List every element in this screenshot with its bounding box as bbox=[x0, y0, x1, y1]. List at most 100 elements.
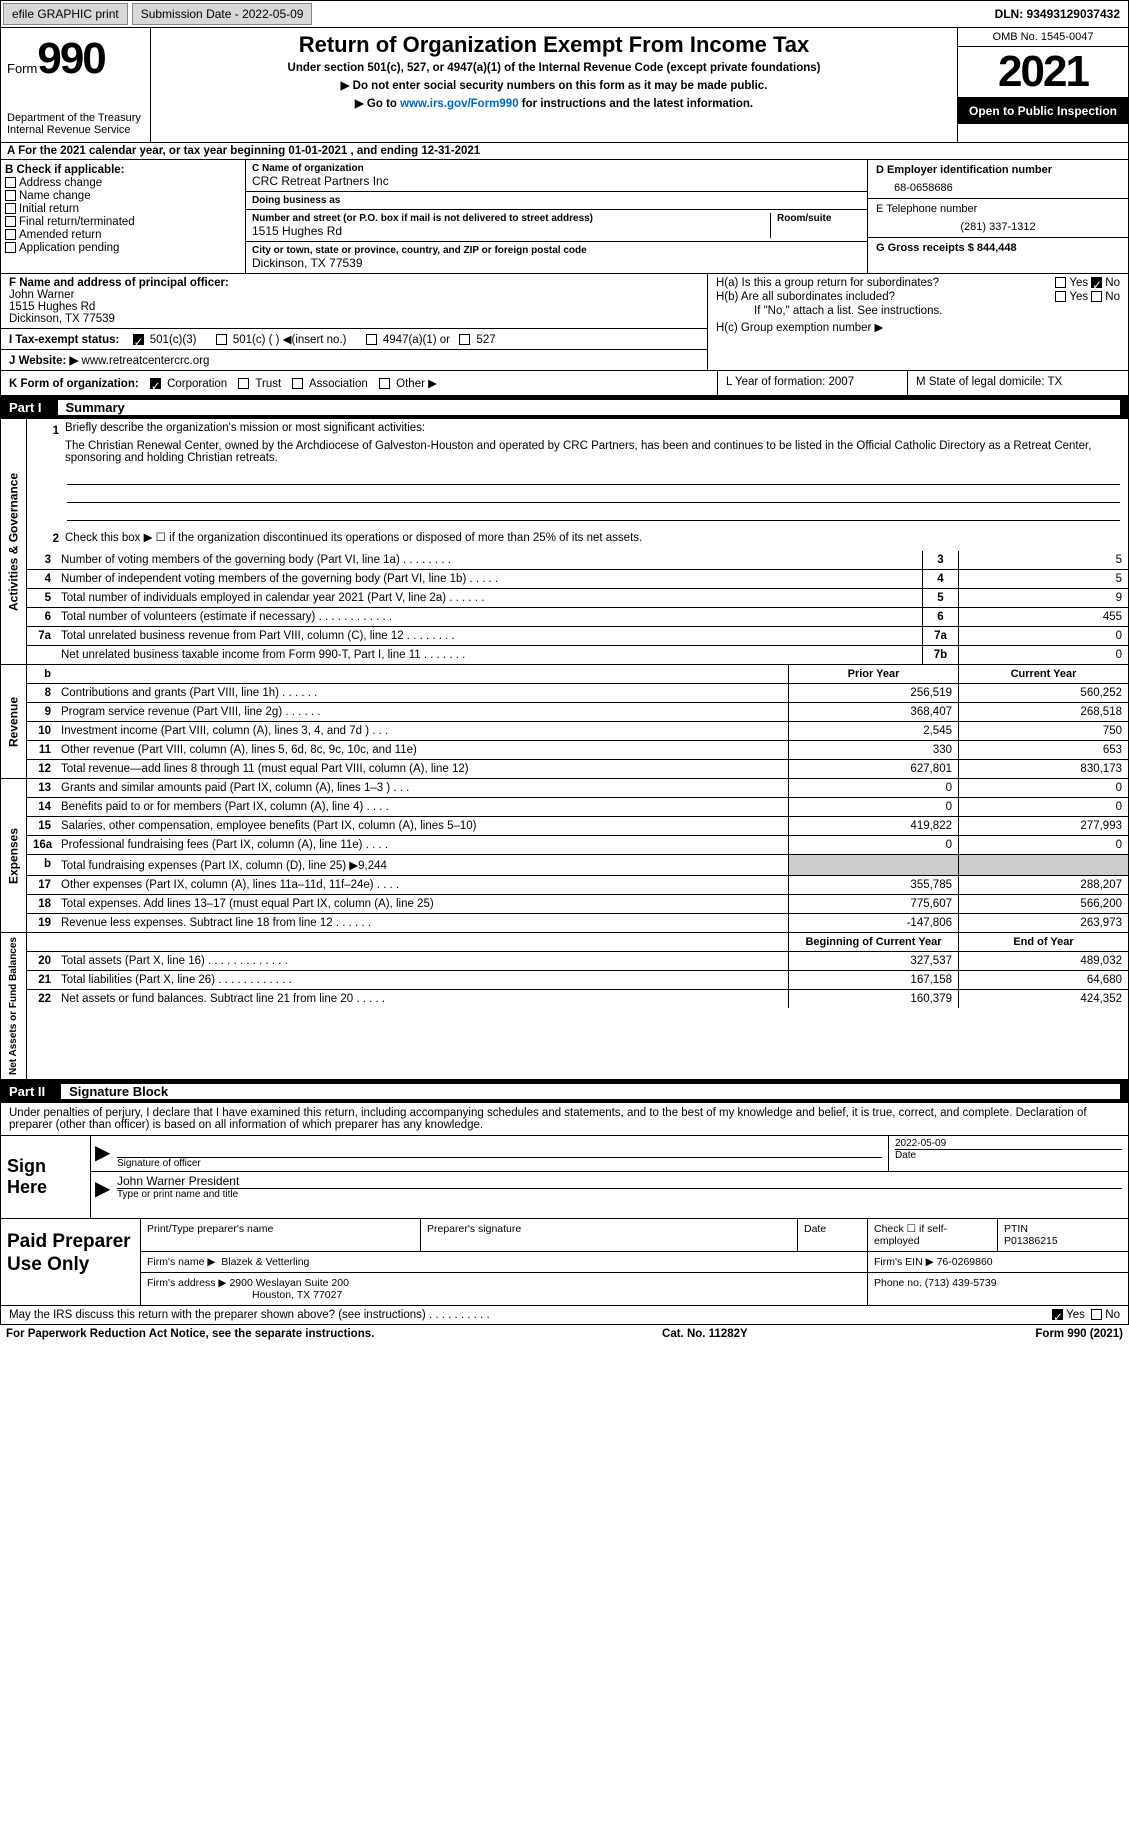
check-application-pending[interactable]: Application pending bbox=[5, 242, 241, 254]
form-number: 990 bbox=[37, 34, 104, 83]
dba-label: Doing business as bbox=[252, 195, 861, 206]
efile-button[interactable]: efile GRAPHIC print bbox=[3, 3, 128, 25]
rev-tab: Revenue bbox=[1, 665, 27, 778]
prep-sig-label: Preparer's signature bbox=[421, 1219, 798, 1251]
calendar-year-row: A For the 2021 calendar year, or tax yea… bbox=[0, 143, 1129, 160]
box-j: J Website: ▶ www.retreatcentercrc.org bbox=[1, 350, 707, 370]
ein-value: 68-0658686 bbox=[876, 176, 1120, 194]
perjury-text: Under penalties of perjury, I declare th… bbox=[0, 1103, 1129, 1136]
data-row: 17 Other expenses (Part IX, column (A), … bbox=[27, 876, 1128, 895]
discuss-row: May the IRS discuss this return with the… bbox=[0, 1306, 1129, 1325]
data-row: 15 Salaries, other compensation, employe… bbox=[27, 817, 1128, 836]
hdr-end: End of Year bbox=[958, 933, 1128, 951]
summary-revenue: Revenue b Prior Year Current Year 8 Cont… bbox=[0, 665, 1129, 779]
check-amended-return[interactable]: Amended return bbox=[5, 229, 241, 241]
data-row: 21 Total liabilities (Part X, line 26) .… bbox=[27, 971, 1128, 990]
header-left: Form990 Department of the Treasury Inter… bbox=[1, 28, 151, 142]
part1-title: Summary bbox=[58, 400, 1120, 415]
box-l: L Year of formation: 2007 bbox=[718, 371, 908, 395]
city-value: Dickinson, TX 77539 bbox=[252, 256, 861, 270]
footer-right: Form 990 (2021) bbox=[1035, 1328, 1123, 1340]
city-label: City or town, state or province, country… bbox=[252, 245, 861, 256]
form-header: Form990 Department of the Treasury Inter… bbox=[0, 28, 1129, 143]
sign-here-label: Sign Here bbox=[1, 1136, 91, 1218]
check-name-change[interactable]: Name change bbox=[5, 190, 241, 202]
firm-addr1: 2900 Weslayan Suite 200 bbox=[229, 1277, 348, 1289]
phone-value: (281) 337-1312 bbox=[876, 215, 1120, 233]
tax-year: 2021 bbox=[958, 47, 1128, 98]
omb-label: OMB No. 1545-0047 bbox=[958, 28, 1128, 47]
box-c: C Name of organization CRC Retreat Partn… bbox=[246, 160, 868, 273]
firm-phone: Phone no. (713) 439-5739 bbox=[868, 1273, 1128, 1305]
gov-row: Net unrelated business taxable income fr… bbox=[27, 646, 1128, 664]
hdr-current: Current Year bbox=[958, 665, 1128, 683]
line2-text: Check this box ▶ ☐ if the organization d… bbox=[65, 530, 642, 548]
sign-block: Sign Here ▶ Signature of officer 2022-05… bbox=[0, 1136, 1129, 1219]
data-row: 18 Total expenses. Add lines 13–17 (must… bbox=[27, 895, 1128, 914]
subtitle-3: ▶ Go to www.irs.gov/Form990 for instruct… bbox=[159, 96, 949, 110]
form-word: Form bbox=[7, 61, 37, 76]
section-klm: K Form of organization: ✓ Corporation Tr… bbox=[0, 371, 1129, 396]
gov-row: 5 Total number of individuals employed i… bbox=[27, 589, 1128, 608]
subtitle-2: ▶ Do not enter social security numbers o… bbox=[159, 78, 949, 92]
arrow-icon: ▶ bbox=[91, 1136, 111, 1171]
firm-addr2: Houston, TX 77027 bbox=[147, 1289, 342, 1301]
section-bcdeg: B Check if applicable: Address change Na… bbox=[0, 160, 1129, 274]
data-row: 14 Benefits paid to or for members (Part… bbox=[27, 798, 1128, 817]
irs-link[interactable]: www.irs.gov/Form990 bbox=[400, 98, 518, 110]
ptin-label: PTIN bbox=[1004, 1223, 1122, 1235]
dln-label: DLN: 93493129037432 bbox=[995, 7, 1128, 21]
dept-label: Department of the Treasury Internal Reve… bbox=[7, 112, 144, 136]
part2-title: Signature Block bbox=[61, 1084, 1120, 1099]
data-row: 12 Total revenue—add lines 8 through 11 … bbox=[27, 760, 1128, 778]
na-tab: Net Assets or Fund Balances bbox=[1, 933, 27, 1079]
hb-label: H(b) Are all subordinates included? bbox=[716, 291, 1055, 303]
line1-text: The Christian Renewal Center, owned by t… bbox=[35, 440, 1120, 464]
inspection-label: Open to Public Inspection bbox=[958, 98, 1128, 124]
form-title: Return of Organization Exempt From Incom… bbox=[159, 32, 949, 58]
sig-officer-label: Signature of officer bbox=[117, 1158, 882, 1169]
footer-left: For Paperwork Reduction Act Notice, see … bbox=[6, 1328, 374, 1340]
check-initial-return[interactable]: Initial return bbox=[5, 203, 241, 215]
part2-header: Part II Signature Block bbox=[0, 1080, 1129, 1103]
gov-tab: Activities & Governance bbox=[1, 419, 27, 664]
addr-label: Number and street (or P.O. box if mail i… bbox=[252, 213, 764, 224]
sig-date: 2022-05-09 bbox=[895, 1138, 1122, 1150]
gov-row: 6 Total number of volunteers (estimate i… bbox=[27, 608, 1128, 627]
firm-name: Blazek & Vetterling bbox=[221, 1256, 309, 1268]
data-row: 20 Total assets (Part X, line 16) . . . … bbox=[27, 952, 1128, 971]
summary-governance: Activities & Governance 1Briefly describ… bbox=[0, 419, 1129, 665]
check-final-return[interactable]: Final return/terminated bbox=[5, 216, 241, 228]
org-name: CRC Retreat Partners Inc bbox=[252, 174, 861, 188]
box-b: B Check if applicable: Address change Na… bbox=[1, 160, 246, 273]
data-row: 10 Investment income (Part VIII, column … bbox=[27, 722, 1128, 741]
header-right: OMB No. 1545-0047 2021 Open to Public In… bbox=[958, 28, 1128, 142]
top-bar: efile GRAPHIC print Submission Date - 20… bbox=[0, 0, 1129, 28]
prep-date-label: Date bbox=[798, 1219, 868, 1251]
summary-net-assets: Net Assets or Fund Balances Beginning of… bbox=[0, 933, 1129, 1080]
box-b-label: B Check if applicable: bbox=[5, 164, 241, 176]
check-address-change[interactable]: Address change bbox=[5, 177, 241, 189]
box-h: H(a) Is this a group return for subordin… bbox=[708, 274, 1128, 370]
part1-num: Part I bbox=[9, 400, 58, 415]
officer-printed-name: John Warner President bbox=[117, 1174, 1122, 1189]
gov-row: 3 Number of voting members of the govern… bbox=[27, 551, 1128, 570]
officer-label: F Name and address of principal officer: bbox=[9, 277, 699, 289]
arrow-icon: ▶ bbox=[91, 1172, 111, 1205]
data-row: 9 Program service revenue (Part VIII, li… bbox=[27, 703, 1128, 722]
data-row: b Total fundraising expenses (Part IX, c… bbox=[27, 855, 1128, 876]
officer-name: John Warner bbox=[9, 289, 699, 301]
firm-ein: 76-0269860 bbox=[937, 1256, 993, 1268]
hdr-prior: Prior Year bbox=[788, 665, 958, 683]
submission-date-button[interactable]: Submission Date - 2022-05-09 bbox=[132, 3, 313, 25]
footer: For Paperwork Reduction Act Notice, see … bbox=[0, 1325, 1129, 1343]
officer-addr1: 1515 Hughes Rd bbox=[9, 301, 699, 313]
ha-label: H(a) Is this a group return for subordin… bbox=[716, 277, 1055, 289]
hb-note: If "No," attach a list. See instructions… bbox=[716, 305, 1120, 317]
hc-label: H(c) Group exemption number ▶ bbox=[716, 320, 1120, 334]
addr-value: 1515 Hughes Rd bbox=[252, 224, 764, 238]
exp-tab: Expenses bbox=[1, 779, 27, 932]
print-name-label: Type or print name and title bbox=[117, 1189, 1122, 1200]
footer-mid: Cat. No. 11282Y bbox=[662, 1328, 748, 1340]
part2-num: Part II bbox=[9, 1084, 61, 1099]
